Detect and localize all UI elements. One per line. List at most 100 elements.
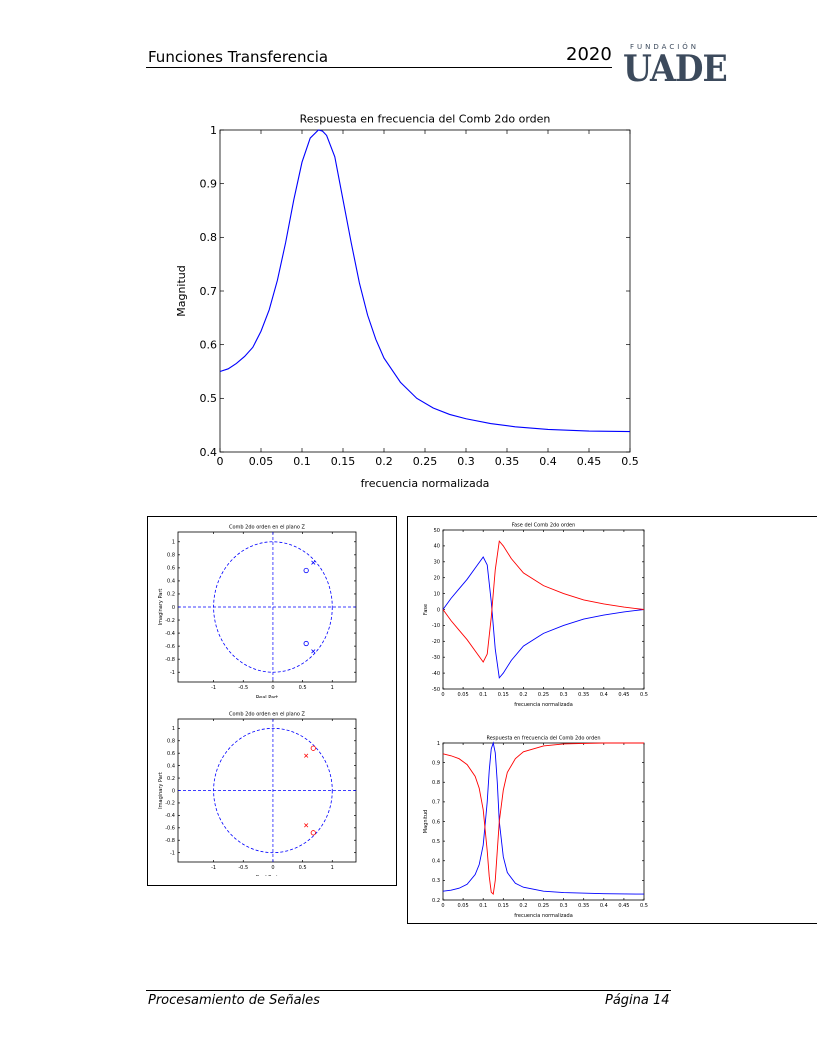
y-tick-label: -1 [170,850,175,856]
logo-fundacion-text: FUNDACIÓN [630,43,700,51]
y-tick-label: -50 [432,687,440,693]
axes-box [177,531,357,683]
x-tick-label: 0.5 [299,865,307,871]
x-tick-label: 0 [441,692,444,698]
y-tick-label: 0.4 [200,446,218,459]
y-tick-label: 0 [437,607,440,613]
y-tick-label: -0.6 [165,826,175,832]
footer-page-number: Página 14 [605,993,670,1008]
y-axis-label: Fase [423,604,429,615]
phase-chart: 0 0.05 0.1 0.15 0.2 0.25 0.3 0.35 0.4 0.45 0.5 -50 -… [423,523,648,708]
x-tick-label: 0.5 [299,685,307,691]
y-tick-label: 0.5 [200,392,218,405]
y-tick-label: 1 [437,741,440,747]
y-tick-label: -30 [432,655,440,661]
x-tick-label: 0.2 [375,455,393,468]
pole-marker [304,753,309,758]
header-divider [146,67,612,68]
axes-box [442,529,645,690]
axes-box [177,718,357,863]
series-line-1 [442,540,645,663]
y-tick-label: -10 [432,623,440,629]
footer-left-text: Procesamiento de Señales [148,993,320,1008]
x-axis-label: Real Part [256,695,278,698]
header-title: Funciones Transferencia [148,48,329,66]
x-tick-label: -1 [211,865,216,871]
axes-box [219,129,631,453]
x-tick-label: 0 [441,903,444,909]
y-tick-label: 0.6 [167,751,175,757]
y-tick-label: 0.2 [167,592,175,598]
y-tick-label: 20 [434,575,440,581]
y-tick-label: 1 [172,540,175,546]
zero-marker [303,567,309,574]
x-tick-label: 0.1 [479,692,487,698]
x-axis-label: frecuencia normalizada [514,913,573,919]
y-tick-label: -20 [432,639,440,645]
x-tick-label: 0.25 [538,692,549,698]
header-year: 2020 [566,44,612,65]
y-tick-label: 0.8 [167,739,175,745]
x-tick-label: 0.15 [498,903,509,909]
y-tick-label: 0.4 [167,763,175,769]
y-tick-label: -0.2 [165,618,175,624]
x-tick-label: 0.3 [457,455,475,468]
x-tick-label: 0.35 [495,455,520,468]
logo-uade-text: UADE [623,48,728,90]
y-tick-label: 0.8 [432,780,440,786]
x-tick-label: 0.05 [458,903,469,909]
x-tick-label: 0.5 [621,455,639,468]
series-line-0 [219,129,631,433]
pole-marker [311,560,316,565]
x-axis-label: Real Part [256,875,278,876]
zero-marker [303,640,309,647]
x-tick-label: 0.15 [498,692,509,698]
x-tick-label: 0.2 [519,903,527,909]
y-tick-label: 0.2 [167,776,175,782]
series-line-0 [442,556,645,679]
y-tick-label: 0.9 [200,178,218,191]
chart-title: Comb 2do orden en el plano Z [229,712,306,718]
pole-marker [311,649,316,654]
y-tick-label: 50 [434,528,440,534]
y-tick-label: -0.2 [165,801,175,807]
y-tick-label: 0.5 [432,839,440,845]
y-axis-label: Magnitud [175,265,188,317]
main-magnitude-chart: 0 0.05 0.1 0.15 0.2 0.25 0.3 0.35 0.4 0.45 0.5 0.4 0… [175,112,639,490]
x-tick-label: 0.1 [293,455,311,468]
y-tick-label: 0.8 [167,553,175,559]
y-tick-label: 0.6 [432,819,440,825]
x-tick-label: 0.05 [249,455,274,468]
series-line-0 [442,741,645,895]
y-axis-label: Imaginary Part [158,589,164,626]
x-tick-label: 0 [217,455,224,468]
series-line-1 [442,742,644,896]
x-axis-label: frecuencia normalizada [361,477,490,490]
y-tick-label: 0 [172,605,175,611]
y-tick-label: 1 [172,726,175,732]
x-tick-label: 0 [271,685,274,691]
chart-title: Fase del Comb 2do orden [512,523,576,529]
chart-title: Comb 2do orden en el plano Z [229,525,306,531]
pole-marker [304,823,309,828]
x-tick-label: 0.2 [519,692,527,698]
x-tick-label: 0.4 [600,903,608,909]
y-tick-label: 1 [210,124,217,137]
y-tick-label: 0.6 [200,339,218,352]
y-tick-label: -40 [432,671,440,677]
chart-title: Respuesta en frecuencia del Comb 2do ord… [486,736,600,742]
x-tick-label: 0.45 [618,692,629,698]
x-tick-label: 0.5 [640,903,648,909]
y-tick-label: 0.6 [167,566,175,572]
x-tick-label: 0.15 [331,455,356,468]
x-tick-label: 1 [331,865,334,871]
x-tick-label: 0.25 [413,455,438,468]
footer-divider [146,990,671,991]
y-tick-label: -1 [170,670,175,676]
pole-zero-chart-blue: -1 -0.5 0 0.5 1 -1 -0.8 -0.6 -0.4 -0.2 0 0.2 0.4 0.6 0… [158,525,357,698]
y-tick-label: 0.4 [432,859,440,865]
y-tick-label: 0.8 [200,231,218,244]
x-tick-label: 0.45 [577,455,602,468]
x-tick-label: 0.5 [640,692,648,698]
x-tick-label: 0.3 [560,903,568,909]
